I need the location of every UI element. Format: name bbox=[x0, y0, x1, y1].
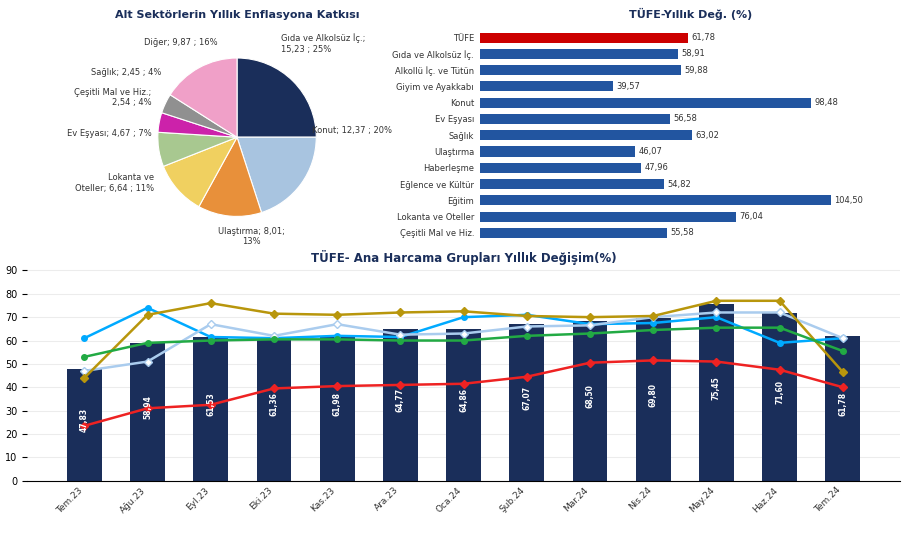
Text: 59,88: 59,88 bbox=[684, 66, 709, 75]
Bar bbox=[480, 32, 688, 42]
Bar bbox=[699, 305, 734, 481]
Bar bbox=[194, 337, 228, 481]
Text: 76,04: 76,04 bbox=[739, 212, 763, 221]
Text: 56,58: 56,58 bbox=[674, 115, 697, 124]
Text: 68,50: 68,50 bbox=[585, 384, 594, 408]
Title: Alt Sektörlerin Yıllık Enflasyona Katkısı: Alt Sektörlerin Yıllık Enflasyona Katkıs… bbox=[115, 10, 359, 20]
Title: TÜFE- Ana Harcama Grupları Yıllık Değişim(%): TÜFE- Ana Harcama Grupları Yıllık Değişi… bbox=[311, 249, 616, 264]
Bar bbox=[480, 130, 692, 140]
Text: 47,83: 47,83 bbox=[80, 408, 89, 432]
Bar bbox=[480, 179, 664, 189]
Text: 46,07: 46,07 bbox=[638, 147, 663, 156]
Text: 47,96: 47,96 bbox=[644, 163, 669, 172]
Wedge shape bbox=[162, 95, 237, 137]
Text: 39,57: 39,57 bbox=[616, 82, 641, 91]
Wedge shape bbox=[237, 137, 316, 212]
Text: 64,86: 64,86 bbox=[459, 389, 468, 413]
Text: 54,82: 54,82 bbox=[668, 179, 692, 188]
Text: 58,91: 58,91 bbox=[682, 49, 705, 59]
Bar bbox=[480, 146, 635, 157]
Text: 67,07: 67,07 bbox=[523, 386, 531, 410]
Wedge shape bbox=[237, 58, 316, 137]
Text: 98,48: 98,48 bbox=[814, 98, 838, 107]
Text: 69,80: 69,80 bbox=[649, 382, 658, 406]
Bar bbox=[480, 82, 614, 92]
Text: Sağlık; 2,45 ; 4%: Sağlık; 2,45 ; 4% bbox=[92, 68, 162, 77]
Bar bbox=[480, 98, 811, 108]
Text: 71,60: 71,60 bbox=[775, 381, 784, 404]
Text: Diğer; 9,87 ; 16%: Diğer; 9,87 ; 16% bbox=[144, 37, 217, 46]
Bar bbox=[256, 337, 292, 481]
Text: 61,98: 61,98 bbox=[333, 392, 342, 416]
Bar bbox=[130, 343, 165, 481]
Text: 61,36: 61,36 bbox=[269, 392, 278, 416]
Text: 55,58: 55,58 bbox=[670, 228, 694, 238]
Bar bbox=[480, 211, 735, 221]
Text: 75,45: 75,45 bbox=[712, 376, 721, 400]
Bar bbox=[320, 336, 355, 481]
Bar bbox=[480, 49, 678, 59]
Text: 58,94: 58,94 bbox=[143, 395, 152, 419]
Text: 63,02: 63,02 bbox=[695, 131, 719, 140]
Bar bbox=[825, 337, 860, 481]
Bar bbox=[383, 329, 418, 481]
Text: Lokanta ve
Oteller; 6,64 ; 11%: Lokanta ve Oteller; 6,64 ; 11% bbox=[75, 173, 154, 193]
Bar bbox=[635, 318, 671, 481]
Bar bbox=[480, 195, 831, 205]
Bar bbox=[446, 329, 481, 481]
Bar bbox=[573, 321, 607, 481]
Text: Ulaştırma; 8,01;
13%: Ulaştırma; 8,01; 13% bbox=[218, 226, 285, 246]
Bar bbox=[480, 228, 667, 238]
Text: Gıda ve Alkolsüz İç.;
15,23 ; 25%: Gıda ve Alkolsüz İç.; 15,23 ; 25% bbox=[281, 34, 365, 54]
Text: 61,53: 61,53 bbox=[206, 392, 215, 416]
Wedge shape bbox=[199, 137, 262, 216]
Bar bbox=[480, 163, 642, 173]
Text: 61,78: 61,78 bbox=[691, 33, 715, 42]
Wedge shape bbox=[170, 58, 237, 137]
Text: 104,50: 104,50 bbox=[834, 196, 864, 205]
Text: Ev Eşyası; 4,67 ; 7%: Ev Eşyası; 4,67 ; 7% bbox=[66, 129, 152, 138]
Text: Konut; 12,37 ; 20%: Konut; 12,37 ; 20% bbox=[313, 126, 393, 135]
Wedge shape bbox=[158, 113, 237, 137]
Wedge shape bbox=[164, 137, 237, 207]
Title: TÜFE-Yıllık Değ. (%): TÜFE-Yıllık Değ. (%) bbox=[628, 8, 752, 20]
Bar bbox=[67, 369, 102, 481]
Text: 61,78: 61,78 bbox=[838, 392, 847, 416]
Bar bbox=[509, 324, 544, 481]
Bar bbox=[763, 314, 797, 481]
Bar bbox=[480, 65, 682, 75]
Wedge shape bbox=[158, 132, 237, 167]
Bar bbox=[480, 114, 670, 124]
Text: 64,77: 64,77 bbox=[396, 389, 405, 413]
Text: Çeşitli Mal ve Hiz.;
2,54 ; 4%: Çeşitli Mal ve Hiz.; 2,54 ; 4% bbox=[75, 88, 152, 107]
